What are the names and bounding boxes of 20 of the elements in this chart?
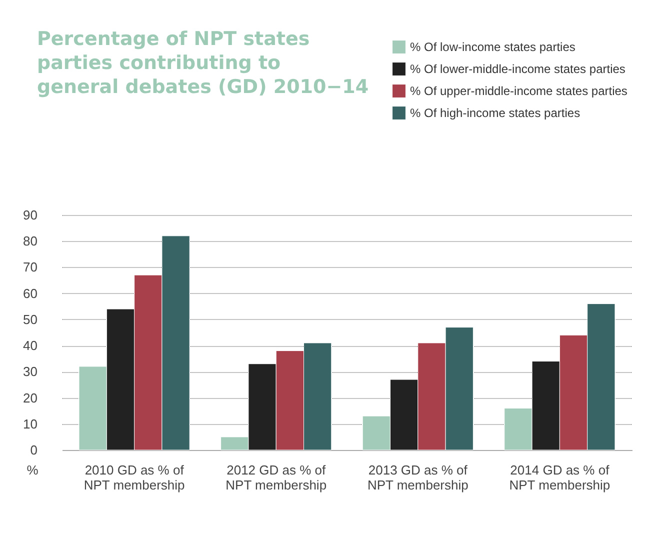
y-tick-label: 20 <box>23 390 38 406</box>
y-tick-label: 40 <box>23 338 38 354</box>
chart-title: Percentage of NPT states parties contributing to general debates (GD) 2010−14 <box>37 28 369 98</box>
x-tick-label: 2014 GD as % of NPT membership <box>509 462 610 492</box>
legend-label: % Of high-income states parties <box>410 106 580 120</box>
y-axis-title: % <box>26 462 39 478</box>
y-tick-label: 60 <box>23 286 38 301</box>
legend-label: % Of lower-middle-income states parties <box>410 62 626 76</box>
y-tick-label: 50 <box>23 312 38 327</box>
x-tick-label: 2013 GD as % of NPT membership <box>367 462 468 492</box>
y-tick-label: 90 <box>23 208 38 222</box>
x-tick-label: 2012 GD as % of NPT membership <box>226 462 327 492</box>
y-tick-label: 30 <box>23 364 38 380</box>
legend-label: % Of upper-middle-income states parties <box>410 84 628 98</box>
y-tick-label: 10 <box>23 416 38 432</box>
y-tick-label: 80 <box>23 234 38 249</box>
x-tick-label: 2010 GD as % of NPT membership <box>84 462 185 492</box>
legend-label: % Of low-income states parties <box>410 40 576 54</box>
y-tick-label: 70 <box>23 260 38 275</box>
y-tick-label: 0 <box>30 442 38 458</box>
